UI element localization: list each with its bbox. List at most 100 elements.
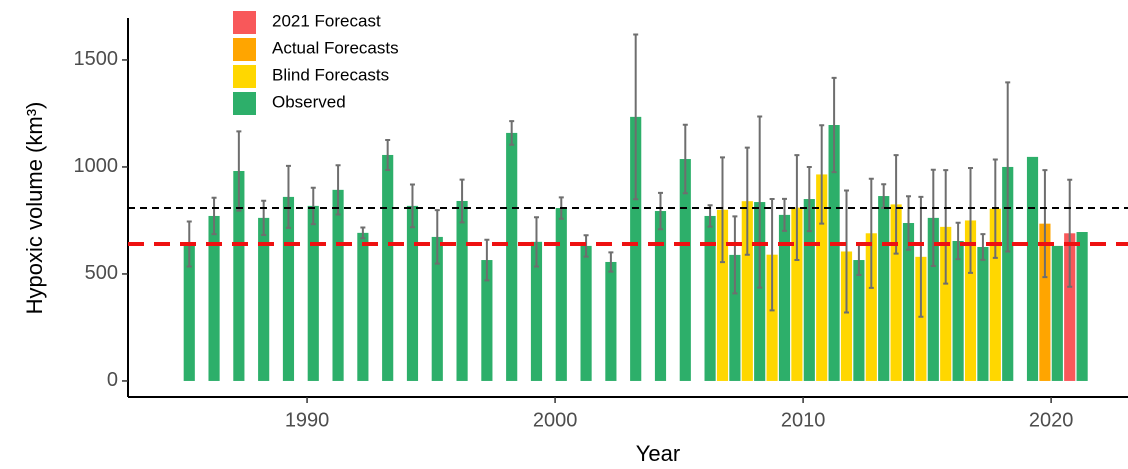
bar	[927, 217, 939, 381]
bar	[878, 196, 890, 381]
error-bar	[781, 197, 787, 232]
bar	[580, 245, 592, 381]
error-bar	[211, 196, 217, 236]
bar	[729, 254, 741, 381]
x-tick-label: 2010	[781, 409, 826, 431]
error-bar	[434, 209, 440, 265]
bar	[778, 214, 791, 381]
error-bar	[385, 138, 391, 171]
bar	[890, 204, 902, 381]
bar	[977, 246, 989, 381]
bar	[630, 116, 642, 381]
x-tick-label: 2000	[533, 409, 578, 431]
error-bar	[682, 123, 688, 195]
error-bar	[868, 177, 874, 289]
error-bar	[968, 167, 974, 274]
error-bar	[943, 169, 949, 285]
bar	[915, 256, 927, 381]
bar	[233, 171, 245, 381]
bar	[208, 215, 220, 381]
error-bar	[918, 195, 924, 318]
legend-swatch	[233, 65, 256, 88]
error-bar	[335, 164, 341, 216]
bar	[282, 196, 295, 381]
legend-swatch	[233, 38, 256, 61]
error-bar	[1042, 169, 1048, 279]
bar	[431, 236, 443, 381]
bar	[530, 241, 543, 381]
bar	[406, 205, 419, 381]
bar	[940, 226, 952, 381]
bar	[555, 208, 567, 381]
legend-label: 2021 Forecast	[272, 11, 381, 30]
bar	[716, 209, 729, 381]
legend-swatch	[233, 11, 256, 34]
bar	[679, 159, 691, 381]
bar	[1076, 232, 1088, 381]
error-bar	[955, 221, 961, 261]
bar	[1039, 223, 1051, 381]
bar	[382, 154, 394, 381]
error-bar	[719, 156, 725, 264]
legend-swatch	[233, 92, 256, 115]
error-bar	[757, 115, 763, 289]
bar	[506, 132, 518, 381]
error-bar	[732, 215, 738, 295]
y-axis-title: Hypoxic volume (km³)	[22, 102, 47, 315]
bar	[865, 233, 877, 381]
error-bar	[285, 164, 291, 229]
bar	[1051, 245, 1063, 381]
y-tick-label: 1500	[74, 48, 119, 70]
bar	[853, 260, 865, 381]
y-tick-label: 500	[85, 262, 118, 284]
error-bar	[583, 234, 589, 258]
x-axis-title: Year	[636, 441, 680, 466]
bar	[1002, 166, 1014, 381]
error-bar	[831, 76, 837, 174]
y-tick-label: 0	[107, 369, 118, 391]
bar	[183, 243, 195, 381]
bar	[1064, 233, 1076, 381]
error-bar	[236, 130, 242, 212]
bar	[258, 217, 270, 381]
bar	[754, 202, 766, 381]
bar	[332, 189, 344, 381]
legend-label: Actual Forecasts	[272, 38, 399, 57]
error-bar	[893, 154, 899, 255]
error-bar	[744, 146, 750, 256]
error-bar	[794, 154, 800, 262]
error-bar	[906, 195, 912, 251]
error-bar	[769, 198, 775, 312]
error-bar	[819, 124, 825, 225]
error-bar	[261, 199, 267, 236]
error-bar	[844, 189, 850, 314]
bar	[902, 223, 915, 381]
error-bar	[608, 251, 614, 273]
error-bar	[657, 191, 663, 231]
error-bar	[1067, 178, 1073, 288]
error-bar	[509, 120, 515, 146]
error-bar	[633, 33, 639, 201]
bar	[816, 174, 828, 381]
error-bar	[1005, 81, 1011, 253]
x-tick-label: 2020	[1029, 409, 1074, 431]
error-bar	[484, 238, 490, 282]
bar	[605, 261, 617, 381]
bar	[1026, 156, 1039, 381]
error-bar	[409, 183, 415, 229]
error-bar	[310, 186, 316, 226]
legend-label: Blind Forecasts	[272, 65, 389, 84]
bar	[964, 220, 977, 381]
bar	[741, 201, 753, 381]
bar	[828, 125, 840, 381]
bar	[704, 215, 716, 381]
error-bar	[806, 165, 812, 233]
bar	[307, 205, 319, 381]
bar	[357, 232, 369, 381]
bar	[952, 240, 964, 381]
error-bar	[980, 233, 986, 261]
error-bar	[360, 226, 366, 240]
bar	[766, 254, 778, 381]
bar	[654, 211, 667, 381]
